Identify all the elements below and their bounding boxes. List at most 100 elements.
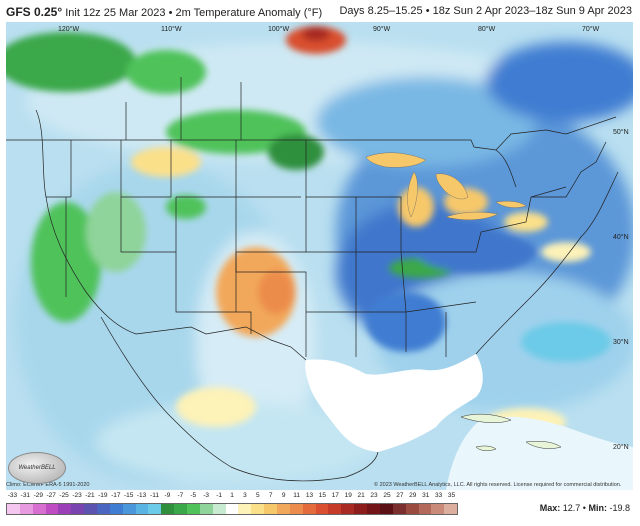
colorbar-tick-label: 35 [447, 492, 456, 499]
colorbar-swatch [19, 504, 33, 514]
colorbar-swatch [302, 504, 316, 514]
colorbar-tick-label: -3 [203, 492, 210, 499]
colorbar-swatch [341, 504, 355, 514]
colorbar-swatch [97, 504, 110, 514]
colorbar-swatch [418, 504, 432, 514]
colorbar-swatch [354, 504, 368, 514]
colorbar-tick-label: -5 [190, 492, 197, 499]
colorbar-swatch [212, 504, 226, 514]
colorbar-swatch [84, 504, 98, 514]
colorbar-swatches [6, 503, 458, 515]
colorbar-tick-label: 3 [243, 492, 247, 499]
colorbar-swatch [431, 504, 445, 514]
weatherbell-logo: WeatherBELL [8, 452, 66, 484]
colorbar-swatch [264, 504, 278, 514]
anomaly-map: 120°W 110°W 100°W 90°W 80°W 70°W 50°N 40… [6, 22, 633, 490]
colorbar-tick-label: -33 [7, 492, 18, 499]
lat-label-50: 50°N [613, 128, 629, 136]
colorbar-swatch [199, 504, 213, 514]
colorbar-swatch [392, 504, 406, 514]
colorbar-tick-label: -9 [164, 492, 171, 499]
caribbean-sea [446, 416, 633, 490]
colorbar-tick-label: -29 [33, 492, 43, 499]
colorbar-tick-label: 31 [422, 492, 430, 499]
min-value: -19.8 [609, 503, 630, 513]
gulf-of-mexico [305, 354, 483, 452]
colorbar-swatch [405, 504, 419, 514]
lat-label-40: 40°N [613, 233, 629, 241]
colorbar-tick-label: 19 [344, 492, 352, 499]
colorbar-tick-label: -19 [98, 492, 108, 499]
lon-label-100: 100°W [268, 25, 289, 33]
header-left: GFS 0.25° Init 12z 25 Mar 2023 • 2m Temp… [6, 5, 322, 19]
colorbar-swatch [71, 504, 85, 514]
colorbar-tick-label: -25 [59, 492, 69, 499]
colorbar-swatch [135, 504, 149, 514]
borders [6, 77, 619, 482]
colorbar-swatch [444, 504, 458, 514]
colorbar-swatch [328, 504, 342, 514]
colorbar-swatch [251, 504, 265, 514]
lon-label-80: 80°W [478, 25, 496, 33]
colorbar-swatch [7, 504, 20, 514]
lat-label-30: 30°N [613, 338, 629, 346]
colorbar-swatch [315, 504, 329, 514]
colorbar-tick-label: -11 [150, 492, 159, 499]
colorbar-swatch [161, 504, 175, 514]
colorbar-swatch [367, 504, 380, 514]
colorbar-tick-label: -13 [136, 492, 147, 499]
colorbar-tick-label: 7 [268, 492, 273, 499]
climo-credit: Climo: ECMWF ERA-5 1991-2020 [6, 482, 90, 488]
great-lakes [365, 152, 527, 221]
colorbar-tick-label: -1 [216, 492, 222, 499]
model-name: GFS 0.25° [6, 5, 63, 19]
colorbar-tick-label: 21 [357, 492, 365, 499]
colorbar-tick-label: 27 [396, 492, 404, 499]
lat-label-20: 20°N [613, 443, 629, 451]
colorbar-tick-label: 11 [293, 492, 300, 499]
stats-separator: • [582, 503, 586, 513]
copyright-notice: © 2023 WeatherBELL Analytics, LLC. All r… [374, 482, 622, 488]
lon-label-70: 70°W [582, 25, 600, 33]
min-label: Min: [588, 503, 607, 513]
longitude-labels: 120°W 110°W 100°W 90°W 80°W 70°W [58, 25, 600, 33]
colorbar-tick-label: 5 [256, 492, 260, 499]
colorbar-ticks: -33 -31 -29 -27 -25 -23 -21 -19 -17 -15 -13 -11 -9 -7… [6, 492, 458, 502]
colorbar-tick-label: -23 [72, 492, 82, 499]
colorbar-tick-label: -27 [46, 492, 56, 499]
colorbar-tick-label: 25 [383, 492, 391, 499]
forecast-days: Days 8.25–15.25 [339, 5, 423, 17]
colorbar-swatch [225, 504, 239, 514]
header-separator-2: • [425, 5, 430, 17]
lon-label-90: 90°W [373, 25, 391, 33]
colorbar-swatch [277, 504, 290, 514]
valid-range: 18z Sun 2 Apr 2023–18z Sun 9 Apr 2023 [432, 5, 632, 17]
colorbar-swatch [289, 504, 303, 514]
colorbar-tick-label: 33 [435, 492, 443, 499]
max-value: 12.7 [562, 503, 581, 513]
colorbar-swatch [45, 504, 59, 514]
colorbar-tick-label: 13 [305, 492, 314, 499]
colorbar-swatch [109, 504, 123, 514]
colorbar-tick-label: -7 [177, 492, 184, 499]
caribbean-islands [460, 413, 562, 451]
max-min-readout: Max: 12.7 • Min: -19.8 [540, 503, 630, 513]
colorbar-swatch [174, 504, 188, 514]
colorbar-tick-label: 29 [409, 492, 417, 499]
map-svg: 120°W 110°W 100°W 90°W 80°W 70°W 50°N 40… [6, 22, 633, 490]
colorbar-tick-label: -17 [111, 492, 121, 499]
header-right: Days 8.25–15.25 • 18z Sun 2 Apr 2023–18z… [339, 5, 632, 17]
logo-text: WeatherBELL [18, 465, 56, 471]
colorbar-tick-label: 9 [281, 492, 286, 499]
lon-label-120: 120°W [58, 25, 79, 33]
field-name: 2m Temperature Anomaly (°F) [175, 7, 323, 19]
header-separator: • [168, 7, 173, 19]
colorbar-swatch [148, 504, 162, 514]
init-time: Init 12z 25 Mar 2023 [65, 7, 166, 19]
header-bar: GFS 0.25° Init 12z 25 Mar 2023 • 2m Temp… [0, 0, 640, 22]
colorbar-tick-label: 17 [331, 492, 339, 499]
colorbar-swatch [187, 504, 200, 514]
colorbar-tick-label: 1 [230, 492, 234, 499]
latitude-labels: 50°N 40°N 30°N 20°N [613, 128, 629, 451]
colorbar-swatch [238, 504, 252, 514]
